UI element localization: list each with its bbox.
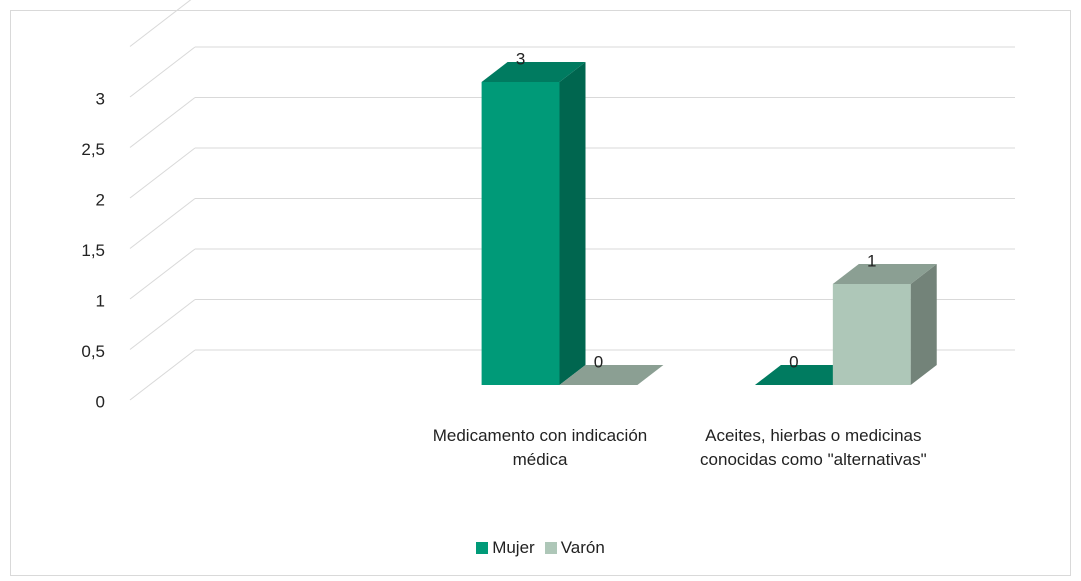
chart-border (10, 10, 1071, 576)
grid-line (129, 46, 196, 98)
grid-line (129, 299, 196, 350)
y-tick-label: 0,5 (81, 342, 105, 361)
bar-top (832, 264, 937, 284)
data-label: 0 (789, 352, 798, 371)
x-tick-label: Medicamento con indicación médica (432, 426, 648, 469)
bar-top (481, 62, 586, 82)
legend-label: Varón (560, 538, 605, 557)
bar (559, 365, 664, 385)
bar-side (910, 264, 937, 385)
bar-front (481, 82, 560, 385)
y-tick-label: 1 (96, 291, 105, 310)
legend-swatch (544, 542, 557, 554)
bar-front (832, 284, 911, 385)
grid-line (129, 147, 196, 199)
bar-side (559, 62, 586, 385)
bar (481, 62, 586, 385)
bar-top (559, 365, 664, 385)
grid-line (129, 198, 196, 249)
legend: Mujer Varón (0, 538, 1081, 558)
x-tick-label: Aceites, hierbas o medicinas conocidas c… (700, 426, 927, 469)
grid-line (129, 349, 196, 401)
y-tick-label: 3 (96, 89, 105, 108)
legend-swatch (476, 542, 489, 554)
data-label: 1 (867, 251, 876, 270)
data-label: 3 (516, 49, 525, 68)
legend-label: Mujer (492, 538, 535, 557)
grid-line (129, 97, 196, 148)
legend-item: Varón (544, 538, 605, 558)
frame-line (129, 0, 192, 47)
data-label: 0 (594, 352, 603, 371)
bar (832, 264, 937, 385)
grid-line (129, 248, 196, 300)
y-tick-label: 0 (96, 392, 105, 411)
y-tick-label: 2 (96, 190, 105, 209)
y-tick-label: 1,5 (81, 241, 105, 260)
y-tick-label: 2,5 (81, 140, 105, 159)
legend-item: Mujer (476, 538, 535, 558)
